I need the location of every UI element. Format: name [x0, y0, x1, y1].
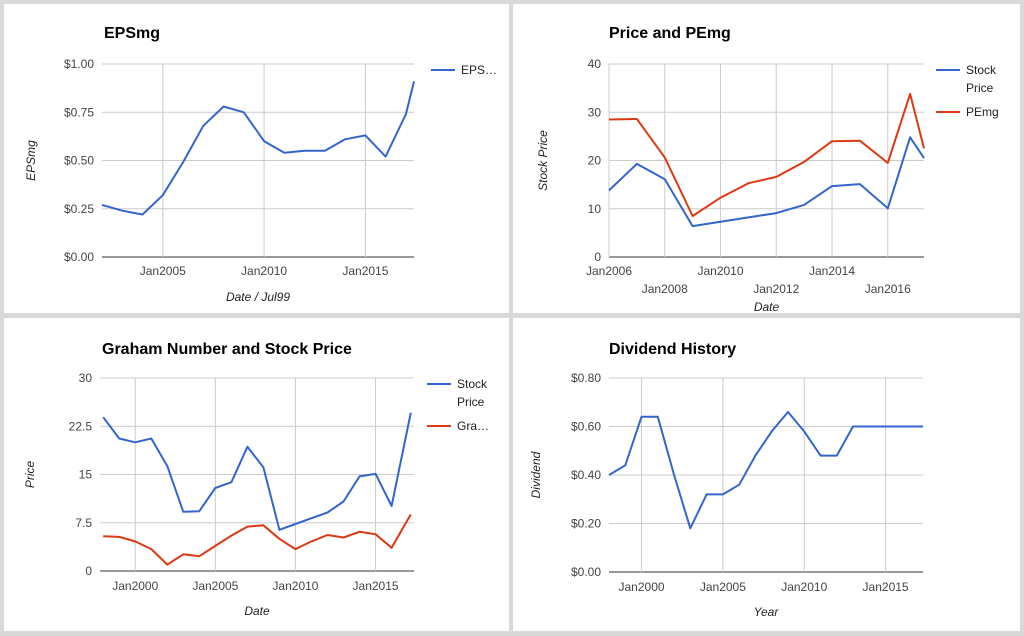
legend-label: PEmg	[966, 105, 999, 119]
x-tick-label: Jan2008	[642, 282, 688, 296]
legend-label: Stock	[457, 377, 488, 391]
y-axis-title: Dividend	[529, 451, 543, 498]
chart-title: Dividend History	[609, 341, 736, 358]
y-tick-label: $0.20	[571, 517, 601, 531]
legend-label: EPS…	[461, 63, 497, 77]
y-tick-label: 22.5	[69, 419, 93, 433]
x-tick-label: Jan2000	[619, 580, 665, 594]
x-tick-label: Jan2005	[140, 264, 186, 278]
x-tick-label: Jan2010	[781, 580, 827, 594]
chart-title: Graham Number and Stock Price	[102, 341, 352, 358]
y-tick-label: $1.00	[64, 57, 94, 71]
y-tick-label: $0.75	[64, 105, 94, 119]
dividend-chart: Dividend History $0.00 $0.20 $0.40 $0.60 $0.8…	[529, 341, 923, 619]
y-tick-label: 7.5	[75, 516, 92, 530]
series-line-1	[103, 513, 412, 566]
series-line-0	[101, 81, 415, 216]
x-tick-label: Jan2000	[112, 579, 158, 593]
legend-label: Stock	[966, 63, 997, 77]
y-tick-label: 30	[588, 105, 602, 119]
x-tick-label: Jan2015	[353, 579, 399, 593]
y-tick-label: $0.60	[571, 420, 601, 434]
epsmg-chart: EPSmg $0.00 $0.25 $0.50 $0.75 $1.00 Jan2005 Jan…	[24, 25, 497, 304]
price-pemg-chart: Price and PEmg 0 10 20 30 40 Jan2006 Jan2008 Jan…	[536, 25, 999, 313]
x-tick-label: Jan2014	[809, 264, 855, 278]
x-tick-label: Jan2012	[753, 282, 799, 296]
y-axis-title: Price	[23, 461, 37, 489]
y-tick-label: $0.25	[64, 202, 94, 216]
legend-label: Price	[966, 81, 994, 95]
x-axis-title: Date / Jul99	[226, 290, 290, 304]
y-tick-label: $0.40	[571, 468, 601, 482]
series-line-0	[608, 136, 925, 228]
legend-label: Price	[457, 395, 485, 409]
y-tick-label: 15	[79, 468, 93, 482]
y-tick-label: $0.80	[571, 371, 601, 385]
legend-label: Gra…	[457, 419, 489, 433]
x-tick-label: Jan2015	[863, 580, 909, 594]
chart-panel-price-pemg: Price and PEmg 0 10 20 30 40 Jan2006 Jan2008 Jan…	[513, 4, 1020, 313]
y-tick-label: 20	[588, 154, 602, 168]
x-tick-label: Jan2010	[272, 579, 318, 593]
y-axis-title: Stock Price	[536, 130, 550, 191]
x-tick-label: Jan2006	[586, 264, 632, 278]
chart-panel-epsmg: EPSmg $0.00 $0.25 $0.50 $0.75 $1.00 Jan2005 Jan…	[4, 4, 509, 313]
y-tick-label: 30	[79, 371, 93, 385]
x-tick-label: Jan2005	[700, 580, 746, 594]
x-tick-label: Jan2010	[697, 264, 743, 278]
chart-title: Price and PEmg	[609, 25, 731, 42]
series-line-0	[102, 412, 412, 531]
y-axis-title: EPSmg	[24, 140, 38, 181]
y-tick-label: 0	[594, 250, 601, 264]
y-tick-label: $0.00	[64, 250, 94, 264]
x-tick-label: Jan2010	[241, 264, 287, 278]
x-tick-label: Jan2016	[865, 282, 911, 296]
x-tick-label: Jan2005	[192, 579, 238, 593]
series-line-1	[608, 92, 925, 217]
chart-panel-dividend: Dividend History $0.00 $0.20 $0.40 $0.60 $0.8…	[513, 318, 1020, 631]
x-tick-label: Jan2015	[342, 264, 388, 278]
y-tick-label: 10	[588, 202, 602, 216]
graham-chart: Graham Number and Stock Price 0 7.5 15 22.5 3…	[23, 341, 489, 618]
series-line-0	[608, 411, 923, 530]
y-tick-label: 0	[85, 564, 92, 578]
y-tick-label: $0.00	[571, 565, 601, 579]
x-axis-title: Year	[754, 605, 780, 619]
y-tick-label: 40	[588, 57, 602, 71]
chart-title: EPSmg	[104, 25, 160, 42]
x-axis-title: Date	[754, 300, 780, 313]
chart-panel-graham: Graham Number and Stock Price 0 7.5 15 22.5 3…	[4, 318, 509, 631]
x-axis-title: Date	[244, 604, 270, 618]
y-tick-label: $0.50	[64, 154, 94, 168]
